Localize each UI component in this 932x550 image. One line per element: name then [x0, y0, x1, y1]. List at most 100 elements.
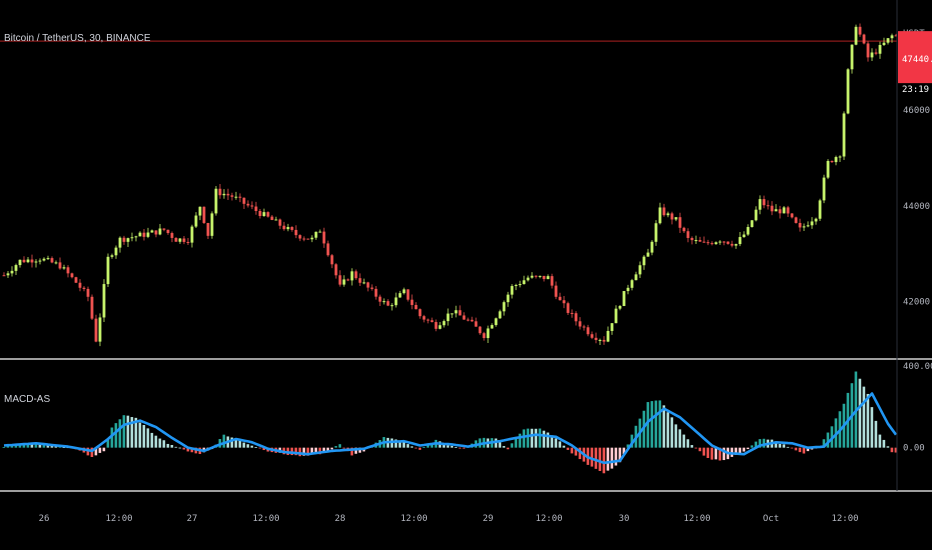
macd-axis[interactable]: 0.00 400.00: [903, 362, 932, 454]
macd-histogram-bar: [750, 445, 754, 448]
candle: [334, 263, 338, 279]
macd-histogram-bar: [858, 378, 862, 448]
macd-histogram-bar: [418, 447, 422, 450]
macd-histogram-bar: [522, 429, 526, 448]
time-tick-label: 12:00: [252, 514, 279, 524]
candle: [502, 300, 506, 316]
candle: [546, 274, 550, 280]
candle: [734, 243, 738, 249]
macd-histogram-bar: [590, 447, 594, 467]
macd-histogram-bar: [646, 402, 650, 448]
candle: [686, 228, 690, 243]
macd-histogram-bar: [610, 447, 614, 469]
candle: [314, 231, 318, 240]
candle: [702, 236, 706, 243]
candle: [878, 41, 882, 59]
macd-histogram-bar: [738, 447, 742, 454]
candle: [830, 160, 834, 164]
macd-histogram-bar: [626, 444, 630, 448]
macd-histogram-bar: [26, 443, 30, 448]
macd-histogram-bar: [234, 438, 238, 448]
candle: [114, 245, 118, 259]
macd-histogram-bar: [706, 447, 710, 458]
candle: [630, 278, 634, 291]
macd-histogram-bar: [826, 432, 830, 448]
macd-histogram-bar: [166, 443, 170, 448]
macd-histogram-bar: [658, 400, 662, 448]
time-tick-label: 26: [39, 514, 50, 524]
macd-histogram-bar: [862, 386, 866, 448]
macd-histogram-bar: [350, 447, 354, 456]
candle: [694, 235, 698, 245]
candle: [598, 338, 602, 345]
candle: [526, 275, 530, 282]
macd-histogram-bar: [170, 444, 174, 448]
macd-histogram-bar: [98, 447, 102, 453]
macd-histogram-bar: [714, 447, 718, 460]
candle: [46, 255, 50, 260]
macd-histogram-bar: [2, 447, 6, 448]
macd-histogram-bar: [526, 428, 530, 448]
macd-histogram-bar: [894, 447, 898, 453]
candle: [322, 227, 326, 248]
macd-histogram-bar: [790, 447, 794, 449]
candle: [634, 271, 638, 281]
candle: [398, 290, 402, 298]
macd-histogram-bar: [742, 447, 746, 452]
candle: [282, 221, 286, 231]
macd-histogram-bar: [186, 447, 190, 452]
candle: [642, 255, 646, 270]
macd-histogram-bar: [426, 444, 430, 448]
candle: [538, 275, 542, 279]
candle: [854, 24, 858, 46]
candle: [238, 193, 242, 203]
macd-histogram-bar: [674, 424, 678, 448]
price-pane[interactable]: [0, 23, 898, 347]
candle: [394, 292, 398, 308]
candle: [290, 226, 294, 232]
macd-histogram-bar: [866, 393, 870, 448]
candle: [466, 317, 470, 322]
candle: [746, 224, 750, 236]
candle: [614, 305, 618, 324]
candle: [842, 111, 846, 160]
current-price-tag: 47440.76 23:19: [898, 31, 932, 95]
candle: [78, 279, 82, 292]
macd-histogram-bar: [774, 442, 778, 448]
candle: [510, 284, 514, 299]
macd-histogram-bar: [554, 438, 558, 448]
macd-histogram-bar: [34, 443, 38, 448]
macd-histogram-bar: [250, 445, 254, 448]
candle: [102, 279, 106, 322]
candle: [414, 302, 418, 310]
macd-histogram-bar: [134, 417, 138, 448]
candle: [802, 223, 806, 232]
candle: [586, 324, 590, 337]
macd-histogram-bar: [258, 447, 262, 449]
candle: [554, 281, 558, 300]
macd-histogram-bar: [614, 447, 618, 466]
candle: [90, 294, 94, 321]
time-axis[interactable]: 26 12:00 27 12:00 28 12:00 29 12:00 30 12:00 Oct 12…: [39, 514, 859, 524]
candle: [638, 261, 642, 279]
candle: [726, 241, 730, 245]
price-axis[interactable]: 42000.00 44000.00 46000.00: [903, 106, 932, 307]
candle: [330, 254, 334, 269]
macd-pane[interactable]: [2, 371, 898, 474]
macd-histogram-bar: [86, 447, 90, 456]
candle: [774, 204, 778, 212]
macd-histogram-bar: [326, 447, 330, 451]
candle: [558, 292, 562, 301]
candle: [494, 317, 498, 327]
candle: [858, 23, 862, 37]
candle: [34, 259, 38, 268]
macd-histogram-bar: [290, 447, 294, 456]
macd-histogram-bar: [550, 435, 554, 448]
candle: [522, 275, 526, 285]
candle: [482, 331, 486, 341]
candle: [678, 212, 682, 233]
candle: [206, 222, 210, 240]
candle: [706, 239, 710, 246]
candle: [758, 195, 762, 215]
